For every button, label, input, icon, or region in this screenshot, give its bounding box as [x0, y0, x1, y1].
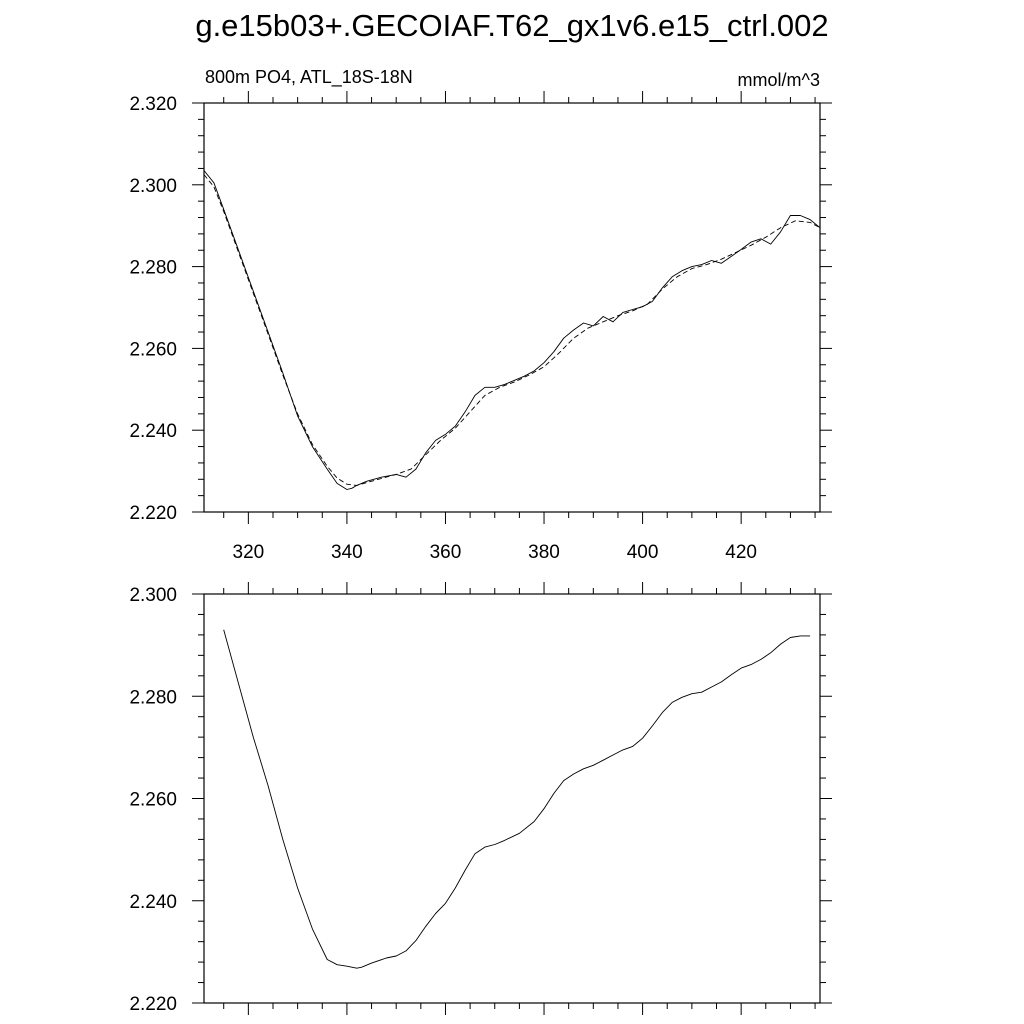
top-units-label: mmol/m^3 [738, 70, 820, 90]
bottom-y-tick-label: 2.300 [129, 585, 177, 606]
top-x-tick-label: 360 [430, 542, 462, 563]
top-y-tick-label: 2.220 [129, 503, 177, 524]
top-x-tick-label: 400 [627, 542, 659, 563]
top-plot-frame [203, 102, 821, 513]
top-x-tick-label: 320 [233, 542, 265, 563]
figure-title: g.e15b03+.GECOIAF.T62_gx1v6.e15_ctrl.002 [195, 8, 829, 43]
top-subtitle-left: 800m PO4, ATL_18S-18N [205, 67, 413, 88]
top-y-tick-label: 2.300 [129, 176, 177, 197]
top-y-tick-label: 2.240 [129, 421, 177, 442]
bottom-series-running-mean-line [223, 629, 811, 969]
bottom-y-tick-label: 2.260 [129, 790, 177, 811]
top-x-tick-label: 420 [725, 542, 757, 563]
top-series-smoothed-line [203, 174, 821, 486]
bottom-y-tick-label: 2.240 [129, 892, 177, 913]
top-x-tick-label: 340 [331, 542, 363, 563]
bottom-plot-frame [203, 593, 821, 1004]
top-y-tick-label: 2.260 [129, 339, 177, 360]
top-y-tick-label: 2.320 [129, 94, 177, 115]
top-series-annual-line [203, 170, 821, 490]
bottom-y-tick-label: 2.220 [129, 994, 177, 1015]
top-x-tick-label: 380 [528, 542, 560, 563]
bottom-y-tick-label: 2.280 [129, 687, 177, 708]
top-panel: 800m PO4, ATL_18S-18N mmol/m^3 320 340 360… [129, 67, 832, 563]
top-y-tick-label: 2.280 [129, 258, 177, 279]
bottom-panel: 2.220 2.240 2.260 2.280 2.300 [129, 582, 832, 1015]
